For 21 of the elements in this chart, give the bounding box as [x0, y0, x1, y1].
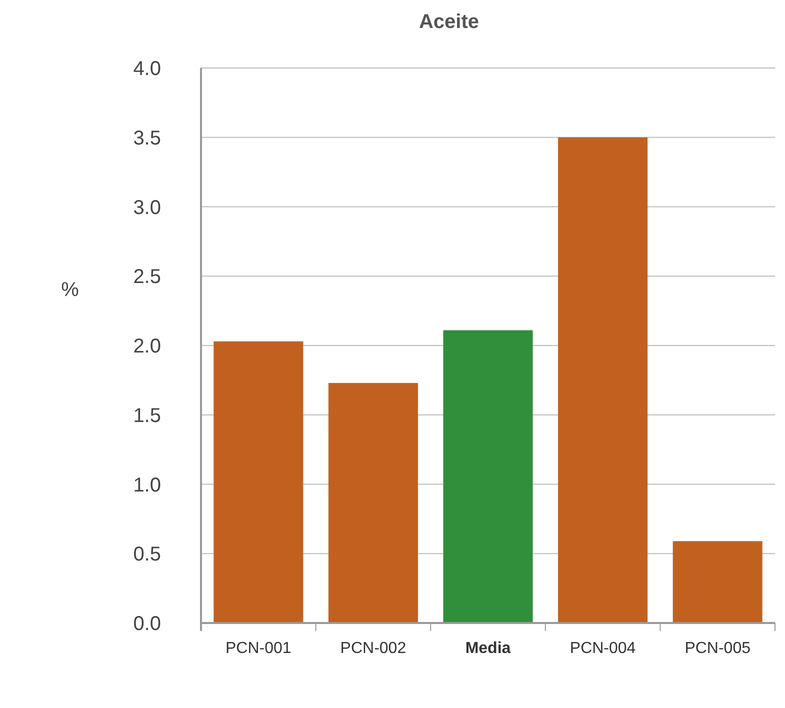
x-tick-label: PCN-002 — [340, 640, 406, 657]
x-tick-label: PCN-001 — [225, 640, 292, 657]
bar — [328, 382, 418, 623]
x-tick-label: PCN-004 — [570, 640, 636, 657]
bar — [214, 341, 304, 623]
y-tick-label: 0.0 — [133, 613, 161, 635]
y-tick-label: 3.5 — [133, 127, 161, 150]
y-axis-title: % — [61, 279, 80, 301]
bar — [672, 541, 762, 623]
bar — [558, 137, 648, 623]
y-tick-label: 0.5 — [133, 544, 161, 566]
x-tick-label: Media — [465, 640, 511, 657]
y-tick-label: 1.0 — [133, 474, 161, 496]
chart-title: Aceite — [418, 11, 480, 33]
bar — [443, 330, 533, 623]
y-tick-label: 1.5 — [133, 404, 161, 427]
y-tick-label: 3.0 — [133, 196, 161, 219]
y-tick-label: 2.5 — [133, 266, 161, 288]
y-tick-label: 2.0 — [133, 336, 161, 358]
y-tick-label: 4.0 — [133, 58, 161, 80]
x-tick-label: PCN-005 — [684, 640, 751, 657]
